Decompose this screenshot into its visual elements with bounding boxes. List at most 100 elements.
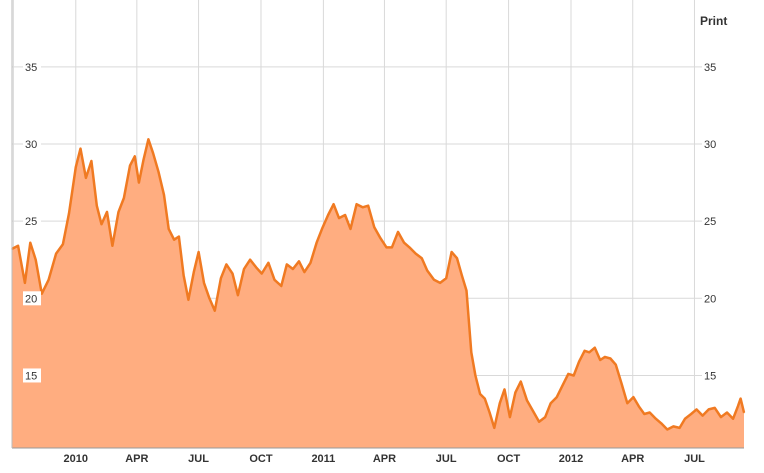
x-tick-label: 2012 (559, 453, 583, 465)
data-point (157, 171, 160, 173)
data-point (243, 268, 245, 270)
data-point (106, 211, 108, 213)
data-point (68, 212, 70, 215)
data-point (85, 177, 87, 179)
y-tick-label-right: 20 (704, 293, 716, 305)
data-point (255, 266, 257, 269)
data-point (672, 425, 675, 428)
data-point (292, 268, 294, 270)
data-point (426, 269, 429, 272)
y-tick-label-left: 25 (25, 216, 37, 228)
data-point (79, 147, 82, 150)
data-point (572, 374, 575, 377)
data-point (678, 427, 681, 429)
data-point (538, 421, 540, 423)
data-point (655, 417, 657, 420)
y-tick-label-right: 35 (704, 62, 716, 74)
data-point (648, 411, 651, 414)
data-point (111, 245, 114, 247)
data-point (47, 279, 50, 281)
y-tick-box (702, 368, 720, 383)
data-point (280, 285, 283, 287)
data-point (29, 241, 32, 244)
y-tick-label-left: 15 (25, 370, 37, 382)
data-point (17, 245, 19, 247)
data-point (309, 262, 312, 264)
data-point (739, 397, 742, 400)
data-point (604, 356, 606, 358)
data-point (488, 411, 491, 414)
data-point (225, 263, 228, 266)
data-point (470, 351, 473, 354)
data-point (626, 402, 629, 405)
data-point (41, 292, 43, 295)
data-point (532, 410, 534, 412)
data-point (303, 271, 306, 273)
y-tick-label-left: 30 (25, 139, 37, 151)
data-point (90, 160, 93, 162)
data-point (666, 428, 669, 431)
y-tick-box (702, 291, 720, 306)
data-point (632, 396, 635, 398)
data-point (588, 351, 591, 354)
data-point (117, 211, 120, 213)
data-point (208, 297, 211, 300)
data-point (138, 181, 140, 184)
data-point (129, 164, 131, 167)
y-tick-label-left: 35 (25, 62, 37, 74)
data-point (273, 279, 276, 281)
data-point (732, 417, 734, 420)
data-point (267, 262, 270, 264)
data-point (142, 158, 145, 161)
data-point (544, 416, 546, 418)
data-point (173, 238, 175, 241)
data-point (695, 408, 698, 411)
data-point (249, 258, 251, 261)
data-point (726, 411, 728, 414)
x-tick-label: JUL (188, 453, 209, 465)
data-point (414, 252, 417, 255)
y-tick-box (23, 59, 41, 74)
data-point (461, 274, 463, 277)
data-point (421, 257, 423, 260)
data-point (456, 257, 458, 260)
data-point (609, 357, 612, 360)
data-point (509, 416, 511, 418)
data-point (214, 309, 216, 312)
data-point (134, 155, 136, 158)
print-link[interactable]: Print (700, 14, 728, 28)
data-point (100, 223, 103, 225)
data-point (75, 166, 77, 168)
data-point (237, 294, 239, 297)
x-tick-label: OCT (497, 453, 521, 465)
price-area-fill (12, 139, 744, 449)
y-tick-label-right: 25 (704, 216, 716, 228)
data-point (367, 204, 370, 207)
data-point (55, 252, 57, 255)
data-point (338, 217, 340, 219)
data-point (707, 408, 710, 411)
data-point (450, 251, 453, 253)
data-point (187, 299, 190, 301)
data-point (526, 399, 528, 402)
data-point (599, 359, 601, 361)
data-point (638, 405, 640, 408)
data-point (520, 380, 522, 383)
data-point (344, 214, 346, 216)
data-point (714, 407, 716, 409)
data-point (182, 274, 185, 277)
data-point (231, 272, 234, 275)
data-point (643, 413, 646, 415)
data-points (11, 138, 745, 431)
data-point (373, 226, 376, 229)
y-tick-label-right: 30 (704, 139, 716, 151)
data-point (96, 204, 98, 207)
y-tick-box (23, 368, 41, 383)
data-point (361, 206, 364, 209)
data-point (321, 228, 323, 230)
data-point (578, 360, 580, 363)
data-point (24, 282, 26, 284)
data-point (720, 416, 722, 418)
x-tick-label: OCT (249, 453, 273, 465)
y-tick-box (702, 59, 720, 74)
